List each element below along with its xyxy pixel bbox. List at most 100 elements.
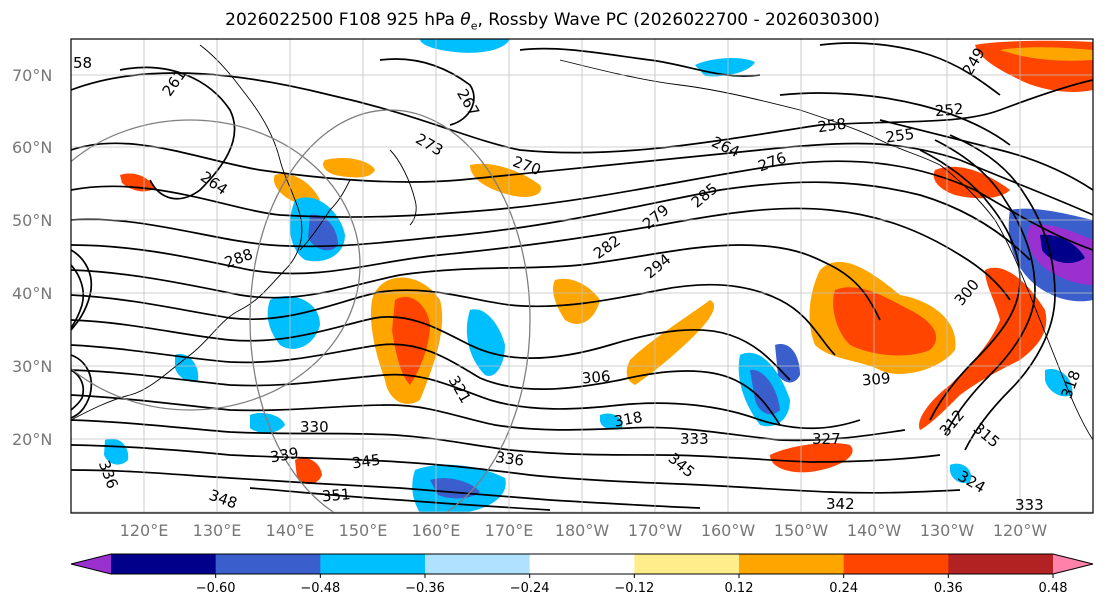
contour-line [71, 469, 701, 509]
colorbar-tick-label: −0.36 [405, 581, 445, 596]
contour-line [879, 119, 1093, 191]
map-title: 2026022500 F108 925 hPa θe, Rossby Wave … [0, 10, 1105, 32]
contour-line [71, 354, 93, 419]
colorbar-extend-low [71, 554, 111, 574]
coastline-japan [299, 179, 351, 251]
shade-positive-central [553, 278, 600, 324]
coastline-layer [71, 44, 1093, 441]
coastline-asia [71, 44, 303, 421]
lat-label-60n: 60°N [12, 138, 52, 157]
colorbar-segment [843, 554, 949, 574]
title-suffix: , Rossby Wave PC (2026022700 - 202603030… [477, 10, 880, 30]
contour-label: 327 [812, 430, 841, 448]
colorbar-segment [634, 554, 740, 574]
lon-label-120w: 120°W [993, 521, 1048, 540]
plot-frame [70, 38, 1094, 514]
contour-line [71, 264, 85, 329]
shade-negative-bering [420, 39, 510, 53]
lon-label-150w: 150°W [774, 521, 829, 540]
contour-line [71, 160, 1093, 251]
shade-positive-japan-north [470, 163, 541, 197]
contour-label: 333 [1015, 496, 1044, 514]
lon-label-170w: 170°W [628, 521, 683, 540]
colorbar-tick-label: 0.36 [934, 581, 963, 596]
shade-positive-alaska-ne-fringe [1000, 47, 1093, 61]
contour-line [519, 47, 761, 77]
lon-label-140w: 140°W [847, 521, 902, 540]
contour-label: 306 [581, 367, 611, 387]
lat-label-30n: 30°N [12, 357, 52, 376]
coastline-kamchatka [389, 149, 417, 226]
colorbar-segment [739, 554, 845, 574]
shade-negative-east-china [175, 354, 199, 382]
shade-positive-ne-pacific-core [833, 287, 937, 356]
coastline-north-america [939, 164, 1093, 441]
contour-line [71, 72, 1093, 154]
index-circles [71, 109, 531, 513]
coastline-alaska [559, 59, 941, 166]
colorbar-tick-label: 0.12 [725, 581, 754, 596]
contour-line [71, 283, 836, 356]
contour-label: 252 [934, 100, 964, 120]
colorbar-outline [70, 553, 1094, 575]
colorbar-tick-label: 0.24 [829, 581, 858, 596]
colorbar: −0.60 −0.48 −0.36 −0.24 −0.12 0.12 0.24 0.36 0.4… [70, 553, 1094, 596]
index-circle-west [71, 119, 361, 411]
shade-negative-165e [466, 309, 505, 376]
lon-label-170e: 170°E [485, 521, 534, 540]
colorbar-tick-label: −0.60 [196, 581, 236, 596]
lon-label-140e: 140°E [266, 521, 315, 540]
lon-label-160w: 160°W [701, 521, 756, 540]
contour-label: 309 [861, 369, 891, 389]
shade-positive-165w [626, 300, 715, 385]
contour-line [119, 66, 236, 200]
colorbar-tick-label: −0.12 [614, 581, 654, 596]
shade-negative-california [1045, 369, 1073, 397]
lon-label-130w: 130°W [920, 521, 975, 540]
contour-label: 58 [73, 54, 92, 72]
contour-line [379, 58, 475, 126]
colorbar-segment [425, 554, 531, 574]
contour-line [71, 369, 85, 411]
lon-label-120e: 120°E [120, 521, 169, 540]
shade-negative-150w [775, 344, 800, 383]
contour-label: 318 [613, 408, 644, 431]
shade-negative-japan-core [308, 214, 338, 251]
shade-positive-160e-core [392, 296, 430, 385]
shade-positive-hawaii [770, 443, 853, 473]
lon-label-160e: 160°E [412, 521, 461, 540]
contour-line [71, 394, 906, 442]
contour-line [779, 92, 1011, 146]
contour-line [71, 343, 781, 426]
title-prefix: 2026022500 F108 925 hPa [225, 10, 461, 30]
contour-line [249, 487, 551, 511]
shade-positive-kamchatka [323, 158, 375, 178]
contour-line [71, 249, 93, 331]
gridlines [71, 39, 1093, 513]
lon-label-180w: 180°W [555, 521, 610, 540]
contour-label: 339 [269, 444, 300, 467]
shade-negative-yellow-sea [267, 296, 320, 349]
title-theta: θ [460, 10, 471, 30]
contour-label: 333 [680, 430, 709, 448]
shade-negative-hawaii-sw [950, 463, 972, 484]
contour-label: 330 [300, 418, 329, 436]
shade-negative-central-trop [600, 413, 623, 430]
contour-line [819, 42, 1001, 96]
contour-line [71, 444, 961, 494]
lon-label-150e: 150°E [339, 521, 388, 540]
colorbar-segment [111, 554, 217, 574]
contour-label: 342 [826, 495, 855, 513]
colorbar-segment [320, 554, 426, 574]
contour-line [949, 134, 1056, 451]
contour-label: 258 [816, 114, 847, 136]
colorbar-tick-label: −0.48 [300, 581, 340, 596]
colorbar-tick-label: −0.24 [510, 581, 550, 596]
shade-negative-south-china [104, 438, 129, 465]
index-circle-east [249, 109, 531, 513]
contour-label: 336 [494, 448, 525, 470]
colorbar-extend-high [1053, 554, 1093, 574]
lat-label-70n: 70°N [12, 66, 52, 85]
lat-axis-labels: 70°N 60°N 50°N 40°N 30°N 20°N [12, 66, 52, 449]
